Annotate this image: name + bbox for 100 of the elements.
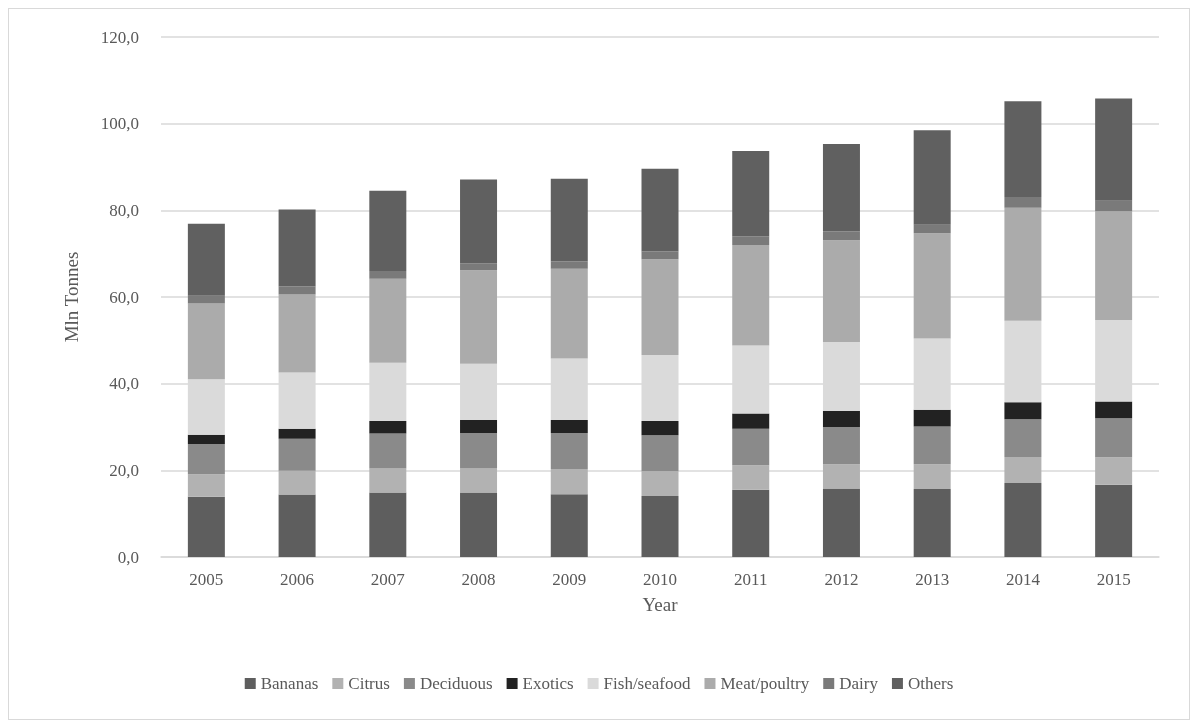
bar [822,144,860,232]
x-tick-label: 2010 [643,570,677,589]
y-axis-title: Mln Tonnes [61,251,82,343]
bar [913,409,951,427]
x-tick-label: 2008 [461,570,496,589]
bar [822,427,860,465]
legend-label: Deciduous [419,674,493,693]
bar [822,464,860,489]
bar [187,223,225,296]
bar [460,420,498,434]
y-tick-label: 20,0 [109,460,139,480]
bar [187,434,225,444]
bar [550,433,588,470]
bar [913,464,951,489]
bar [732,236,770,245]
bar [278,209,316,287]
y-tick-label: 0,0 [117,547,139,567]
legend-label: Others [907,674,954,693]
bar [550,178,588,262]
bar [187,474,225,497]
bar [460,270,498,364]
bar [1004,207,1042,321]
bar [460,492,498,557]
bar [641,495,679,557]
x-tick-label: 2005 [189,570,224,589]
bar [460,433,498,469]
bar [369,492,407,557]
bar [550,420,588,434]
bar [278,494,316,557]
bar [641,471,679,496]
bar [460,468,498,493]
bar [913,130,951,225]
y-tick-label: 60,0 [109,287,139,307]
bar [550,469,588,495]
bar [822,410,860,427]
bar [913,488,951,557]
bar [278,286,316,295]
bar [1095,418,1133,458]
bar [1095,98,1133,201]
bar [278,470,316,495]
bar [1095,200,1133,212]
bar [1095,401,1133,419]
x-tick-label: 2014 [1005,570,1041,589]
bar [1095,484,1133,557]
legend-label: Dairy [839,674,879,693]
bar [1004,419,1042,457]
bar [822,240,860,343]
bar [732,489,770,557]
bar [913,426,951,465]
x-tick-label: 2007 [370,570,406,589]
bar [822,488,860,557]
bar [187,295,225,304]
y-tick-label: 80,0 [109,200,139,220]
bar [278,438,316,471]
bar [550,261,588,269]
bar [641,251,679,260]
legend-label: Citrus [348,674,390,693]
bar [1004,482,1042,557]
bar [1095,457,1133,485]
x-tick-label: 2015 [1096,570,1131,589]
bar [1004,101,1042,197]
bar [641,168,679,252]
y-tick-label: 120,0 [100,27,139,47]
bar [187,303,225,380]
bar [732,465,770,490]
legend-label: Bananas [260,674,319,693]
bar [822,231,860,241]
bar [369,278,407,363]
bar [641,259,679,356]
x-axis-title: Year [642,594,679,615]
legend-label: Meat/poultry [720,674,810,693]
bar [369,468,407,493]
legend-label: Exotics [522,674,574,693]
bar [460,179,498,264]
bar [732,428,770,466]
bar [732,150,770,237]
bar [278,428,316,439]
bar [641,420,679,436]
bar [1004,456,1042,483]
bar [550,268,588,359]
bar [913,224,951,234]
bar [913,233,951,339]
bar [369,271,407,279]
x-tick-label: 2012 [824,570,859,589]
x-tick-label: 2006 [280,570,315,589]
y-tick-label: 40,0 [109,374,139,394]
x-tick-label: 2013 [915,570,950,589]
bar [187,496,225,557]
bar [1095,211,1133,320]
bar [369,420,407,434]
bar [732,245,770,346]
legend-label: Fish/seafood [603,674,691,693]
bar [460,263,498,271]
bar [732,413,770,429]
bar [369,190,407,271]
x-tick-label: 2011 [734,570,768,589]
bar [369,433,407,469]
bar [1004,402,1042,420]
y-tick-label: 100,0 [100,114,139,134]
bar [278,294,316,373]
